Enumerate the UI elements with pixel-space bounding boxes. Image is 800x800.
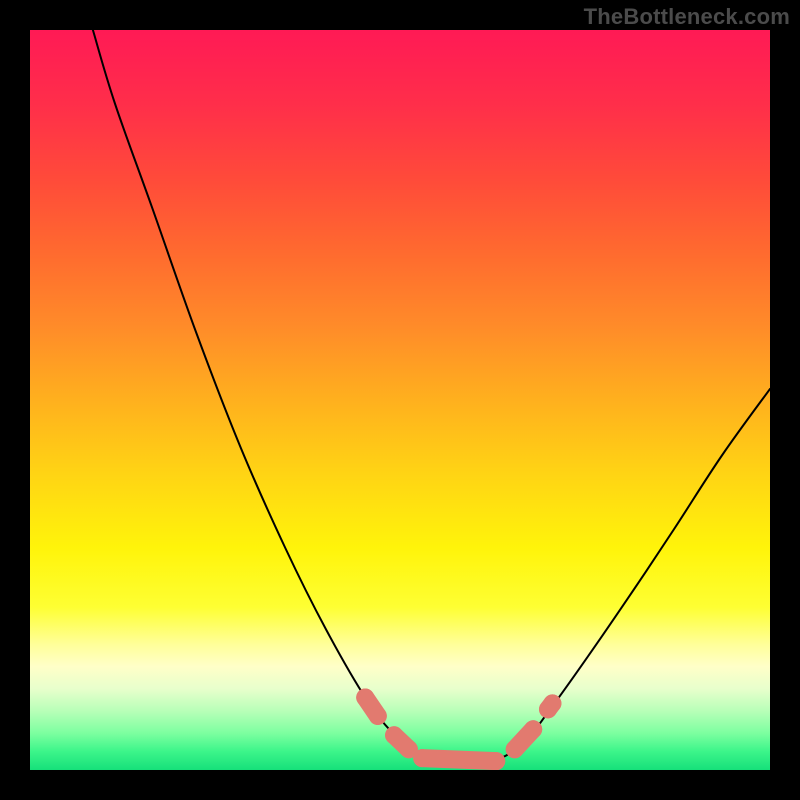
chart-frame: TheBottleneck.com (0, 0, 800, 800)
plot-background (30, 30, 770, 770)
bottleneck-curve-plot (0, 0, 800, 800)
